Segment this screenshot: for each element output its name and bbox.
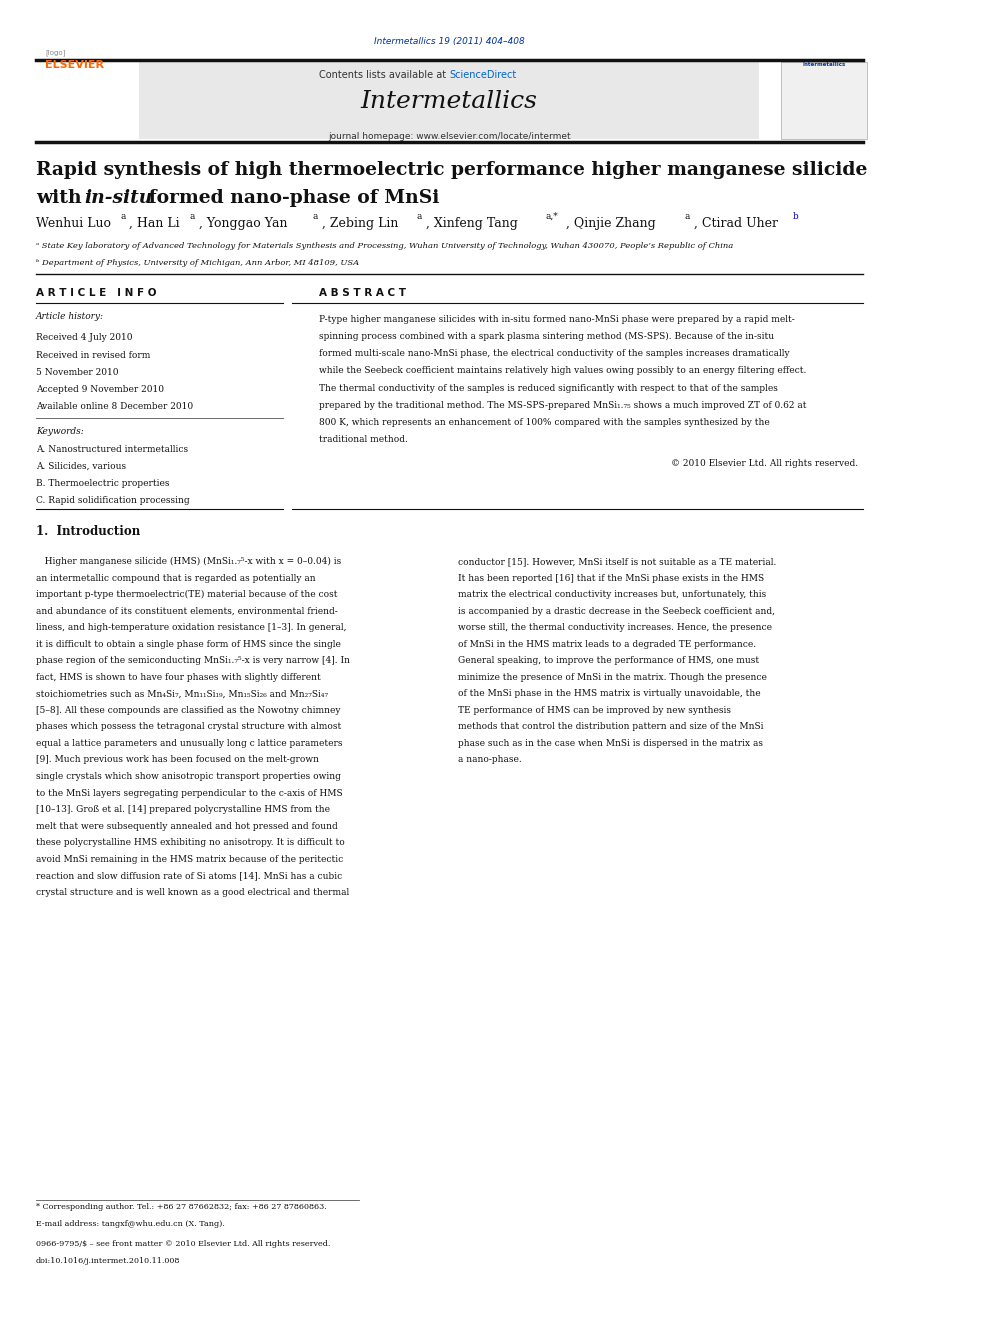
- Text: these polycrystalline HMS exhibiting no anisotropy. It is difficult to: these polycrystalline HMS exhibiting no …: [36, 839, 344, 847]
- Text: A R T I C L E   I N F O: A R T I C L E I N F O: [36, 288, 157, 299]
- Text: , Yonggao Yan: , Yonggao Yan: [198, 217, 287, 230]
- Text: [5–8]. All these compounds are classified as the Nowotny chimney: [5–8]. All these compounds are classifie…: [36, 706, 340, 714]
- Text: 5 November 2010: 5 November 2010: [36, 368, 118, 377]
- Text: Contents lists available at: Contents lists available at: [319, 70, 449, 81]
- Text: equal a lattice parameters and unusually long c lattice parameters: equal a lattice parameters and unusually…: [36, 738, 342, 747]
- Text: Higher manganese silicide (HMS) (MnSi₁.₇⁵-x with x = 0–0.04) is: Higher manganese silicide (HMS) (MnSi₁.₇…: [36, 557, 341, 566]
- Text: * Corresponding author. Tel.: +86 27 87662832; fax: +86 27 87860863.: * Corresponding author. Tel.: +86 27 876…: [36, 1203, 326, 1211]
- Text: important p-type thermoelectric(TE) material because of the cost: important p-type thermoelectric(TE) mate…: [36, 590, 337, 599]
- Text: ᵃ State Key laboratory of Advanced Technology for Materials Synthesis and Proces: ᵃ State Key laboratory of Advanced Techn…: [36, 242, 733, 250]
- Text: 0966-9795/$ – see front matter © 2010 Elsevier Ltd. All rights reserved.: 0966-9795/$ – see front matter © 2010 El…: [36, 1240, 330, 1248]
- Text: of MnSi in the HMS matrix leads to a degraded TE performance.: of MnSi in the HMS matrix leads to a deg…: [458, 640, 757, 648]
- Text: minimize the presence of MnSi in the matrix. Though the presence: minimize the presence of MnSi in the mat…: [458, 673, 767, 681]
- Text: B. Thermoelectric properties: B. Thermoelectric properties: [36, 479, 170, 488]
- Text: methods that control the distribution pattern and size of the MnSi: methods that control the distribution pa…: [458, 722, 764, 732]
- Text: an intermetallic compound that is regarded as potentially an: an intermetallic compound that is regard…: [36, 574, 315, 582]
- Text: formed nano-phase of MnSi: formed nano-phase of MnSi: [142, 189, 439, 208]
- FancyBboxPatch shape: [139, 62, 760, 139]
- Text: crystal structure and is well known as a good electrical and thermal: crystal structure and is well known as a…: [36, 888, 349, 897]
- Text: P-type higher manganese silicides with in-situ formed nano-MnSi phase were prepa: P-type higher manganese silicides with i…: [319, 315, 795, 324]
- Text: , Zebing Lin: , Zebing Lin: [321, 217, 398, 230]
- Text: a: a: [189, 212, 195, 221]
- Text: of the MnSi phase in the HMS matrix is virtually unavoidable, the: of the MnSi phase in the HMS matrix is v…: [458, 689, 761, 699]
- Text: is accompanied by a drastic decrease in the Seebeck coefficient and,: is accompanied by a drastic decrease in …: [458, 606, 776, 615]
- Text: traditional method.: traditional method.: [319, 435, 408, 445]
- Text: TE performance of HMS can be improved by new synthesis: TE performance of HMS can be improved by…: [458, 706, 731, 714]
- Text: It has been reported [16] that if the MnSi phase exists in the HMS: It has been reported [16] that if the Mn…: [458, 574, 765, 582]
- Text: doi:10.1016/j.intermet.2010.11.008: doi:10.1016/j.intermet.2010.11.008: [36, 1257, 181, 1265]
- Text: a: a: [312, 212, 318, 221]
- Text: single crystals which show anisotropic transport properties owing: single crystals which show anisotropic t…: [36, 773, 341, 781]
- Text: , Ctirad Uher: , Ctirad Uher: [693, 217, 778, 230]
- Text: phase region of the semiconducting MnSi₁.₇⁵-x is very narrow [4]. In: phase region of the semiconducting MnSi₁…: [36, 656, 350, 665]
- Text: , Xinfeng Tang: , Xinfeng Tang: [426, 217, 518, 230]
- Text: Article history:: Article history:: [36, 312, 104, 321]
- Text: it is difficult to obtain a single phase form of HMS since the single: it is difficult to obtain a single phase…: [36, 640, 341, 648]
- Text: and abundance of its constituent elements, environmental friend-: and abundance of its constituent element…: [36, 606, 337, 615]
- Text: Intermetallics: Intermetallics: [803, 62, 846, 67]
- Text: General speaking, to improve the performance of HMS, one must: General speaking, to improve the perform…: [458, 656, 760, 665]
- Text: 1.  Introduction: 1. Introduction: [36, 525, 140, 538]
- Text: Wenhui Luo: Wenhui Luo: [36, 217, 111, 230]
- Text: 800 K, which represents an enhancement of 100% compared with the samples synthes: 800 K, which represents an enhancement o…: [319, 418, 770, 427]
- Text: Received in revised form: Received in revised form: [36, 351, 151, 360]
- Text: spinning process combined with a spark plasma sintering method (MS-SPS). Because: spinning process combined with a spark p…: [319, 332, 774, 341]
- Text: , Qinjie Zhang: , Qinjie Zhang: [566, 217, 656, 230]
- Text: to the MnSi layers segregating perpendicular to the c-axis of HMS: to the MnSi layers segregating perpendic…: [36, 789, 342, 798]
- Text: Rapid synthesis of high thermoelectric performance higher manganese silicide: Rapid synthesis of high thermoelectric p…: [36, 161, 867, 180]
- Text: conductor [15]. However, MnSi itself is not suitable as a TE material.: conductor [15]. However, MnSi itself is …: [458, 557, 777, 566]
- Text: [10–13]. Groß et al. [14] prepared polycrystalline HMS from the: [10–13]. Groß et al. [14] prepared polyc…: [36, 804, 330, 814]
- Text: ᵇ Department of Physics, University of Michigan, Ann Arbor, MI 48109, USA: ᵇ Department of Physics, University of M…: [36, 259, 359, 267]
- Text: while the Seebeck coefficient maintains relatively high values owing possibly to: while the Seebeck coefficient maintains …: [319, 366, 806, 376]
- Text: matrix the electrical conductivity increases but, unfortunately, this: matrix the electrical conductivity incre…: [458, 590, 767, 599]
- FancyBboxPatch shape: [781, 62, 867, 139]
- Text: C. Rapid solidification processing: C. Rapid solidification processing: [36, 496, 189, 505]
- Text: Keywords:: Keywords:: [36, 427, 83, 437]
- Text: The thermal conductivity of the samples is reduced significantly with respect to: The thermal conductivity of the samples …: [319, 384, 778, 393]
- Text: liness, and high-temperature oxidation resistance [1–3]. In general,: liness, and high-temperature oxidation r…: [36, 623, 346, 632]
- Text: E-mail address: tangxf@whu.edu.cn (X. Tang).: E-mail address: tangxf@whu.edu.cn (X. Ta…: [36, 1220, 225, 1228]
- Text: a nano-phase.: a nano-phase.: [458, 755, 522, 765]
- Text: journal homepage: www.elsevier.com/locate/intermet: journal homepage: www.elsevier.com/locat…: [328, 132, 570, 142]
- Text: [logo]: [logo]: [45, 49, 65, 56]
- Text: ELSEVIER: ELSEVIER: [45, 60, 104, 70]
- Text: worse still, the thermal conductivity increases. Hence, the presence: worse still, the thermal conductivity in…: [458, 623, 773, 632]
- Text: phases which possess the tetragonal crystal structure with almost: phases which possess the tetragonal crys…: [36, 722, 341, 732]
- Text: A. Silicides, various: A. Silicides, various: [36, 462, 126, 471]
- Text: phase such as in the case when MnSi is dispersed in the matrix as: phase such as in the case when MnSi is d…: [458, 738, 763, 747]
- Text: with: with: [36, 189, 88, 208]
- Text: Accepted 9 November 2010: Accepted 9 November 2010: [36, 385, 164, 394]
- Text: avoid MnSi remaining in the HMS matrix because of the peritectic: avoid MnSi remaining in the HMS matrix b…: [36, 855, 343, 864]
- Text: reaction and slow diffusion rate of Si atoms [14]. MnSi has a cubic: reaction and slow diffusion rate of Si a…: [36, 872, 342, 880]
- Text: Intermetallics: Intermetallics: [361, 90, 538, 112]
- Text: melt that were subsequently annealed and hot pressed and found: melt that were subsequently annealed and…: [36, 822, 337, 831]
- Text: a,*: a,*: [546, 212, 558, 221]
- Text: © 2010 Elsevier Ltd. All rights reserved.: © 2010 Elsevier Ltd. All rights reserved…: [672, 459, 858, 468]
- Text: a: a: [684, 212, 690, 221]
- Text: Intermetallics 19 (2011) 404–408: Intermetallics 19 (2011) 404–408: [374, 37, 525, 46]
- Text: a: a: [120, 212, 126, 221]
- Text: , Han Li: , Han Li: [129, 217, 180, 230]
- Text: prepared by the traditional method. The MS-SPS-prepared MnSi₁.₇₅ shows a much im: prepared by the traditional method. The …: [319, 401, 806, 410]
- Text: formed multi-scale nano-MnSi phase, the electrical conductivity of the samples i: formed multi-scale nano-MnSi phase, the …: [319, 349, 790, 359]
- Text: a: a: [417, 212, 423, 221]
- Text: A B S T R A C T: A B S T R A C T: [319, 288, 406, 299]
- Text: fact, HMS is shown to have four phases with slightly different: fact, HMS is shown to have four phases w…: [36, 673, 320, 681]
- Text: ScienceDirect: ScienceDirect: [449, 70, 517, 81]
- Text: Received 4 July 2010: Received 4 July 2010: [36, 333, 133, 343]
- Text: in-situ: in-situ: [84, 189, 153, 208]
- Text: A. Nanostructured intermetallics: A. Nanostructured intermetallics: [36, 445, 188, 454]
- Text: stoichiometries such as Mn₄Si₇, Mn₁₁Si₁₉, Mn₁₅Si₂₆ and Mn₂₇Si₄₇: stoichiometries such as Mn₄Si₇, Mn₁₁Si₁₉…: [36, 689, 328, 699]
- Text: b: b: [793, 212, 799, 221]
- Text: Available online 8 December 2010: Available online 8 December 2010: [36, 402, 193, 411]
- Text: [9]. Much previous work has been focused on the melt-grown: [9]. Much previous work has been focused…: [36, 755, 319, 765]
